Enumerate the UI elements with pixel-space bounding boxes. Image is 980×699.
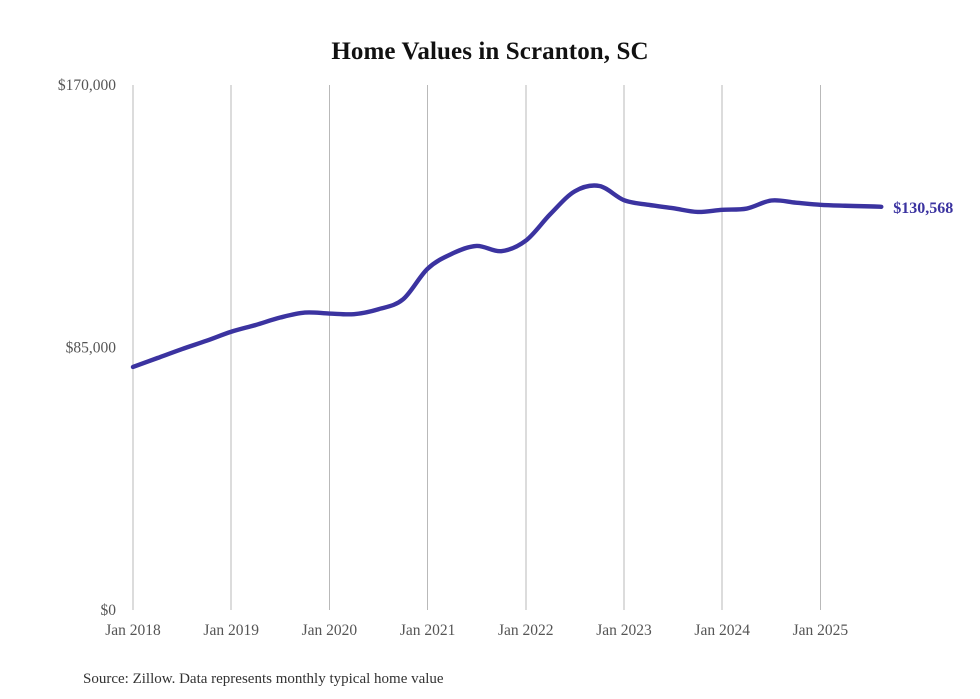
x-tick-label: Jan 2020 — [302, 622, 358, 639]
y-axis-tick-labels: $170,000 $85,000 $0 — [58, 77, 116, 619]
x-tick-label: Jan 2023 — [596, 622, 652, 639]
x-tick-label: Jan 2025 — [793, 622, 849, 639]
home-value-line-series — [130, 183, 884, 370]
x-tick-label: Jan 2019 — [203, 622, 259, 639]
x-tick-label: Jan 2024 — [694, 622, 750, 639]
end-value-annotation: $130,568 — [893, 200, 953, 217]
chart-title: Home Values in Scranton, SC — [331, 38, 648, 65]
x-tick-label: Jan 2022 — [498, 622, 554, 639]
x-axis-tick-labels: Jan 2018 Jan 2019 Jan 2020 Jan 2021 Jan 2022… — [105, 622, 848, 639]
y-tick-label: $170,000 — [58, 77, 116, 94]
source-note: Source: Zillow. Data represents monthly … — [83, 671, 444, 687]
y-tick-label: $0 — [101, 602, 117, 619]
gridlines — [132, 85, 821, 610]
x-tick-label: Jan 2021 — [400, 622, 456, 639]
x-tick-label: Jan 2018 — [105, 622, 161, 639]
y-tick-label: $85,000 — [66, 340, 117, 357]
